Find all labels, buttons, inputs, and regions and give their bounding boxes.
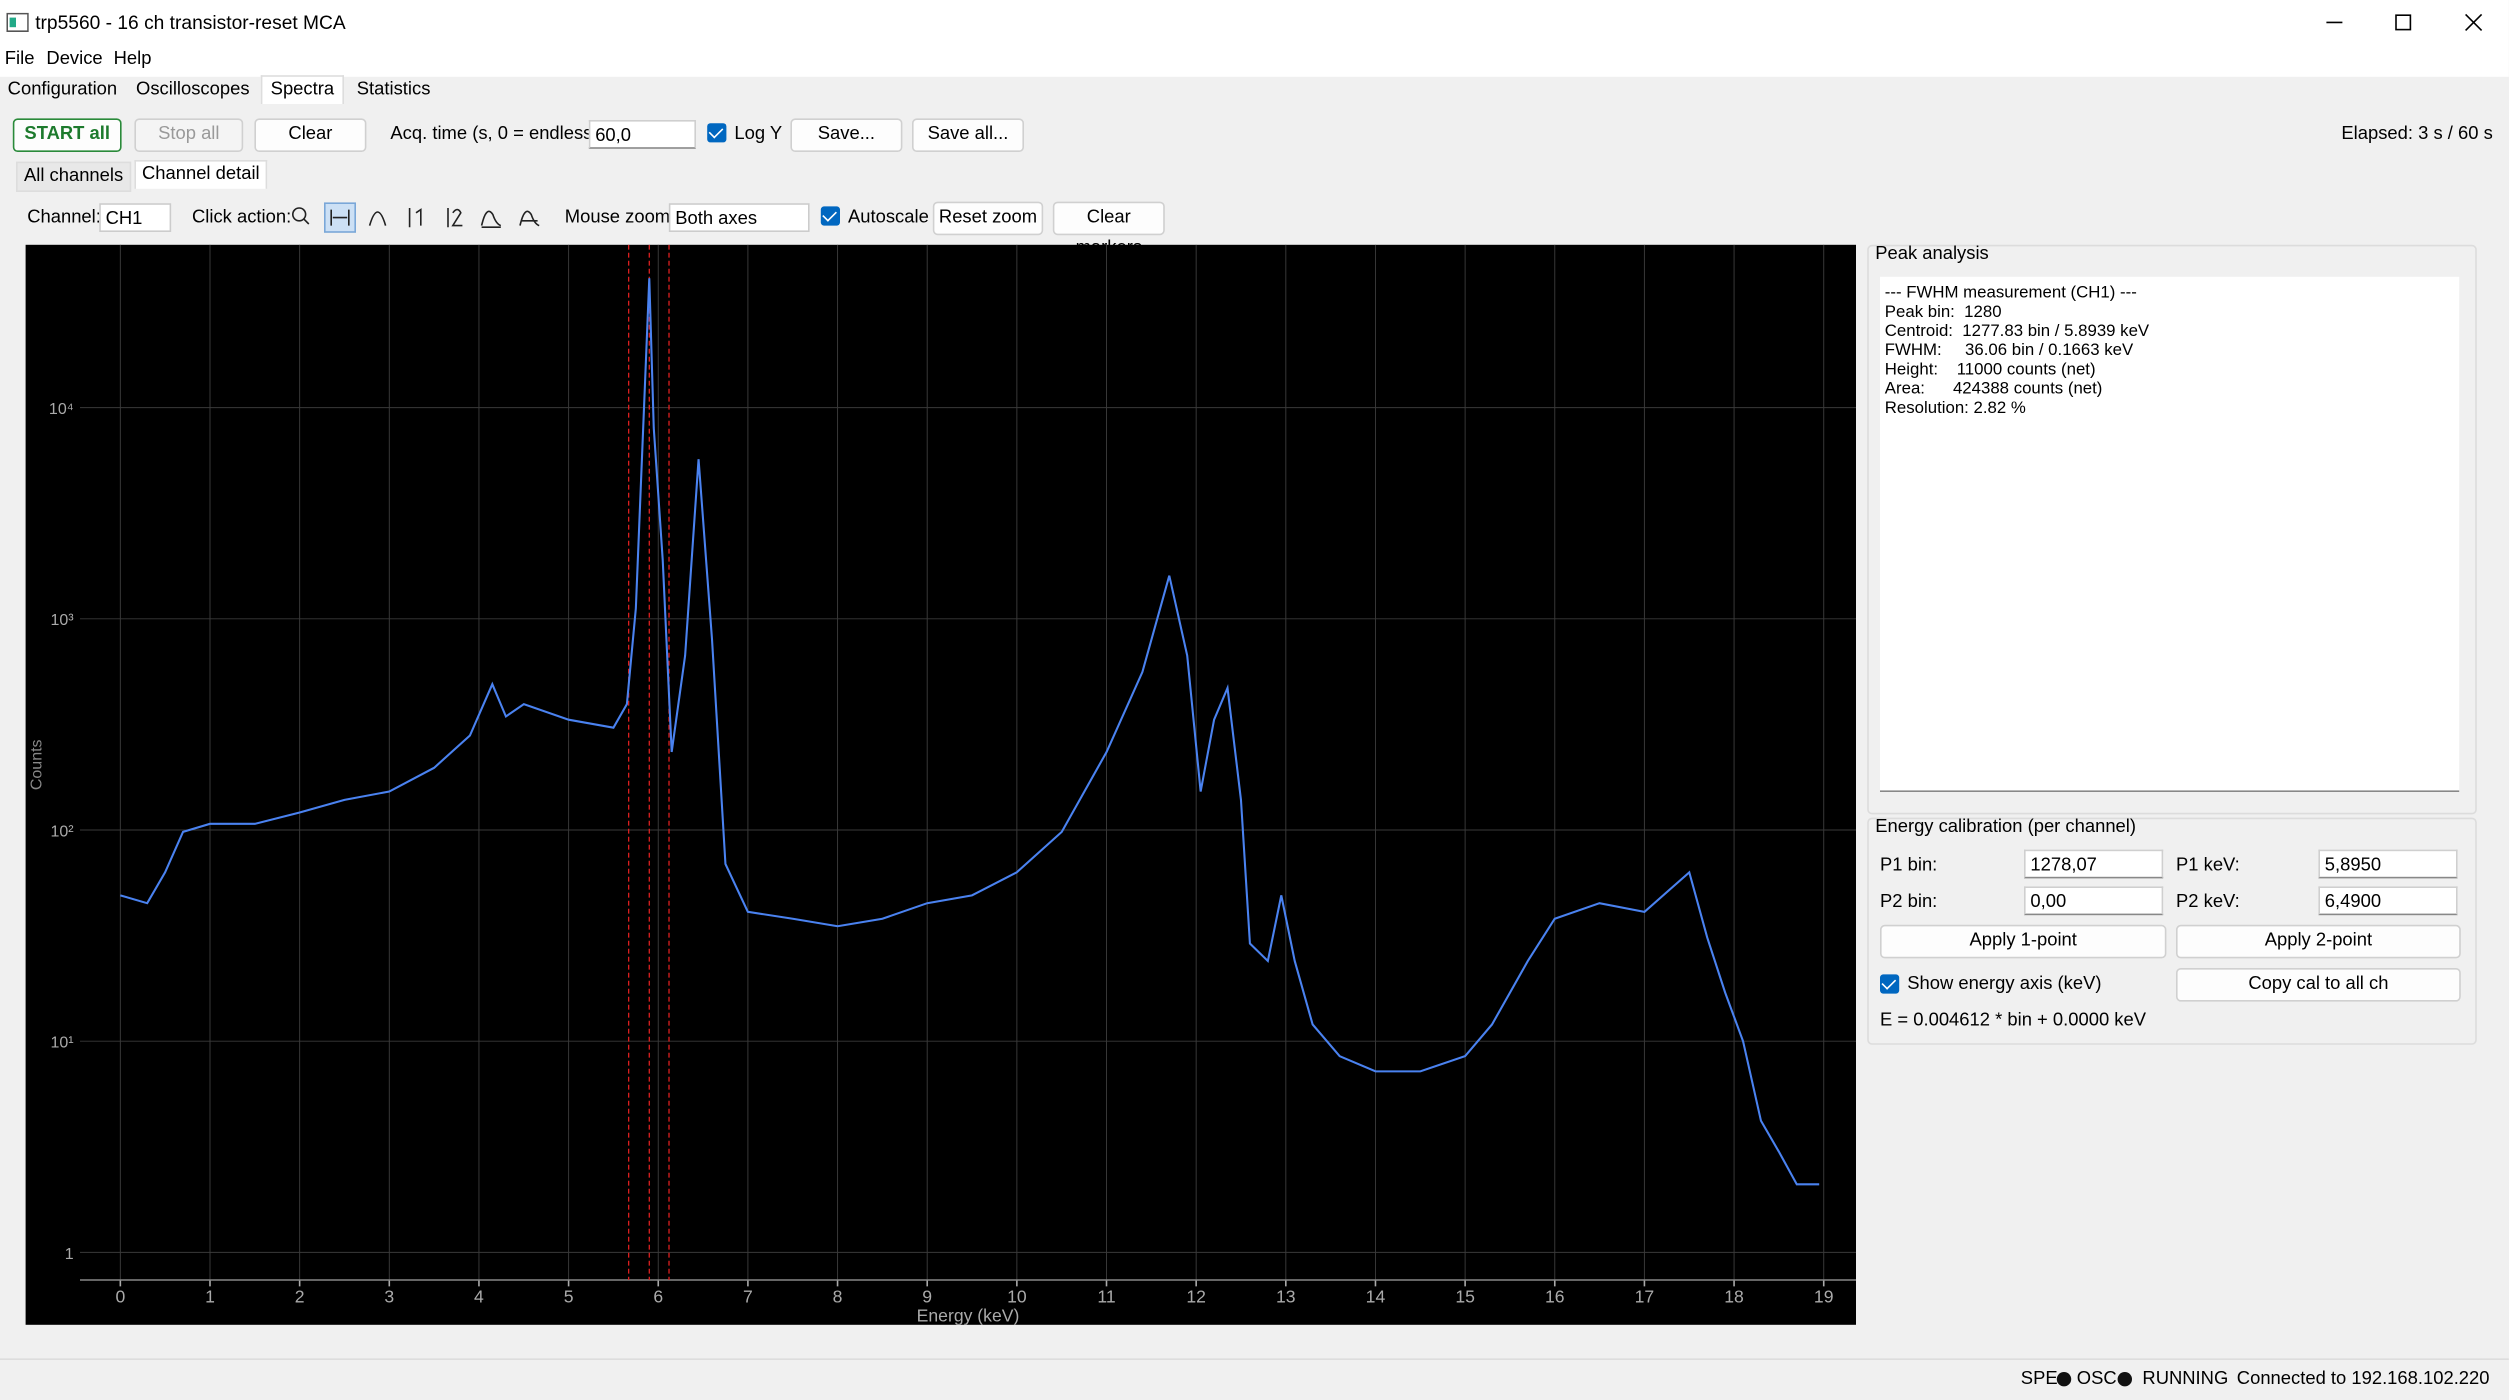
elapsed: Elapsed: 3 s / 60 s [2341,124,2493,144]
calibration-title: Energy calibration (per channel) [1875,817,2137,837]
save-all-button[interactable]: Save all... [912,118,1024,152]
autoscale-label: Autoscale [848,208,929,228]
y-tick-label: 10⁴ [49,401,74,418]
osc-dot [2117,1372,2132,1387]
x-tick-label: 3 [384,1286,394,1306]
x-tick-label: 10 [1007,1286,1027,1306]
tab-selected[interactable]: Spectra [260,75,344,104]
click-action-label: Click action: [192,208,292,228]
spectrum-line [120,278,1820,1186]
status-spe: SPE [2020,1369,2058,1389]
x-tick-label: 11 [1097,1286,1115,1306]
status-osc: OSC [2076,1369,2117,1389]
formula: E = 0.004612 * bin + 0.0000 keV [1880,1011,2146,1031]
p2-bin-input[interactable]: 0,00 [2024,886,2164,916]
x-tick-label: 18 [1724,1286,1744,1306]
y-tick-label: 1 [65,1246,74,1263]
x-tick-label: 15 [1455,1286,1475,1306]
tab[interactable]: Oscilloscopes [136,80,250,100]
peak-line: Peak bin: 1280 [1884,302,2002,322]
x-tick-label: 19 [1814,1286,1834,1306]
x-tick-label: 7 [743,1286,753,1306]
logy-label: Log Y [734,124,783,144]
y-axis-label: Counts [29,739,46,790]
x-tick-label: 12 [1186,1286,1206,1306]
reset-zoom-button[interactable]: Reset zoom [932,201,1044,236]
p2-kev-input[interactable]: 6,4900 [2318,886,2458,916]
window-controls[interactable] [2317,6,2493,38]
x-tick-label: 2 [295,1286,305,1306]
show-axis-checkbox[interactable] [1880,974,1900,994]
p1-kev-label: P1 keV: [2176,856,2240,876]
status-bar [0,1358,2509,1400]
logy-checkbox[interactable] [707,123,727,143]
clear-button[interactable]: Clear [254,118,367,152]
apply2-button[interactable]: Apply 2-point [2176,924,2461,959]
copy-cal-button[interactable]: Copy cal to all ch [2176,968,2461,1002]
autoscale-checkbox[interactable] [820,206,840,226]
peak-title: Peak analysis [1875,244,1989,264]
y-tick-label: 10³ [50,612,74,629]
mouse-zoom-combo[interactable]: Both axes [668,203,810,232]
apply1-button[interactable]: Apply 1-point [1880,924,2167,959]
channel-combo[interactable]: CH1 [99,203,172,232]
peak-line: --- FWHM measurement (CH1) --- [1884,283,2137,303]
x-axis-label: Energy (keV) [917,1306,1020,1325]
show-axis-label: Show energy axis (keV) [1907,974,2102,994]
x-tick-label: 13 [1276,1286,1296,1306]
p1-kev-input[interactable]: 5,8950 [2318,849,2458,879]
status-connection: Connected to 192.168.102.220 [2236,1369,2490,1389]
clear-markers-button[interactable]: Clear markers [1052,201,1165,258]
subtab[interactable]: All channels [16,161,132,192]
x-tick-label: 8 [833,1286,843,1306]
spe-dot [2056,1372,2072,1387]
save-button[interactable]: Save... [790,118,903,152]
x-tick-label: 9 [922,1286,932,1306]
x-tick-label: 14 [1366,1286,1386,1306]
peak-text: --- FWHM measurement (CH1) --- Peak bin: … [1880,276,2460,792]
window-title: trp5560 - 16 ch transistor-reset MCA [35,11,346,34]
menu-item[interactable]: File [4,49,35,69]
peak-line: FWHM: 36.06 bin / 0.1663 keV [1884,340,2134,360]
start-button[interactable]: START all [12,118,122,152]
y-tick-label: 10² [50,823,74,840]
p2-kev-label: P2 keV: [2176,892,2240,912]
x-tick-label: 16 [1545,1286,1565,1306]
peak-group [1867,244,2477,815]
acq-label: Acq. time (s, 0 = endless): [390,124,604,144]
subtab-selected[interactable]: Channel detail [134,160,268,189]
click-action-icons[interactable] [288,202,552,234]
peak-line: Area: 424388 counts (net) [1884,379,2103,399]
mouse-zoom-label: Mouse zoom: [564,208,676,228]
acq-input[interactable]: 60,0 [588,120,696,149]
p1-bin-label: P1 bin: [1880,856,1938,876]
x-tick-label: 17 [1635,1286,1655,1306]
x-tick-label: 1 [205,1286,215,1306]
x-tick-label: 6 [653,1286,663,1306]
y-tick-label: 10¹ [50,1035,73,1052]
stop-button[interactable]: Stop all [134,118,244,152]
menu-item[interactable]: Help [113,49,152,69]
tab[interactable]: Configuration [7,80,118,100]
x-tick-label: 4 [474,1286,484,1306]
title-menu-bg [0,0,2509,77]
p2-bin-label: P2 bin: [1880,892,1938,912]
x-tick-label: 0 [115,1286,125,1306]
peak-line: Height: 11000 counts (net) [1884,360,2096,380]
calibration-group [1867,817,2477,1045]
app-icon [6,12,29,33]
x-tick-label: 5 [564,1286,574,1306]
channel-label: Channel: [27,208,101,228]
p1-bin-input[interactable]: 1278,07 [2024,849,2164,879]
tab[interactable]: Statistics [356,80,431,100]
menu-item[interactable]: Device [46,49,103,69]
status-state: RUNNING [2142,1369,2229,1389]
peak-line: Resolution: 2.82 % [1884,398,2026,418]
peak-line: Centroid: 1277.83 bin / 5.8939 keV [1884,321,2150,341]
